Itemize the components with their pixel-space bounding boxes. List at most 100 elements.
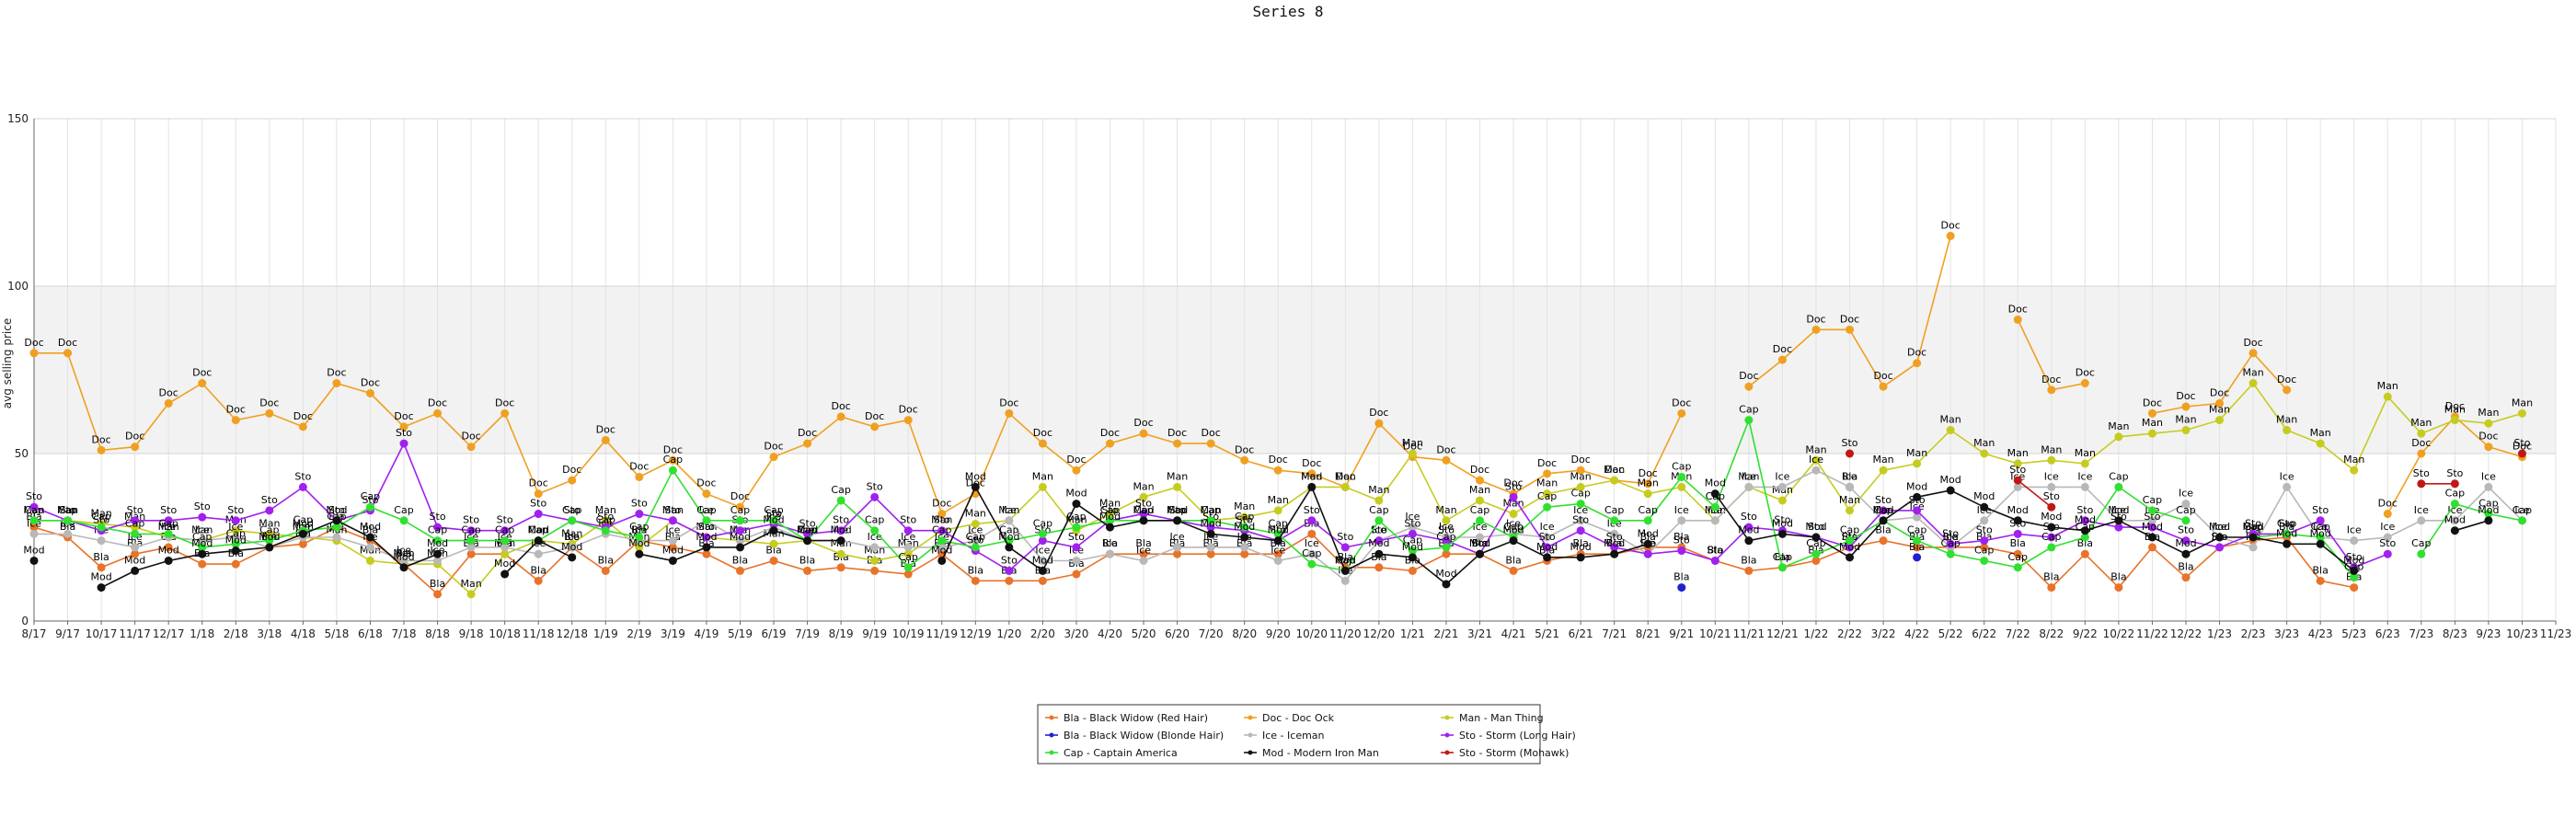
series-line xyxy=(2455,520,2490,532)
data-label: Sto xyxy=(1068,531,1085,543)
data-label: Doc xyxy=(2008,303,2028,315)
data-point xyxy=(534,549,543,558)
data-point xyxy=(63,529,73,538)
data-label: Cap xyxy=(2445,488,2465,500)
data-point xyxy=(870,566,880,575)
data-point xyxy=(1677,408,1686,418)
data-point xyxy=(466,543,476,552)
data-point xyxy=(1677,546,1686,556)
series-line xyxy=(1714,489,2355,572)
data-label: Doc xyxy=(327,367,346,379)
data-point xyxy=(1576,526,1585,535)
data-label: Man xyxy=(2242,367,2263,379)
data-point xyxy=(534,510,543,519)
data-point xyxy=(2517,449,2526,458)
data-point xyxy=(1811,556,1821,565)
data-point xyxy=(332,533,341,542)
data-point xyxy=(534,576,543,585)
data-label: Doc xyxy=(764,441,783,453)
x-tick-label: 3/22 xyxy=(1871,627,1896,640)
data-label: Mod xyxy=(225,535,247,546)
data-label: Mod xyxy=(662,544,684,556)
data-point xyxy=(1980,516,1989,525)
x-tick-label: 3/19 xyxy=(661,627,685,640)
data-point xyxy=(1105,439,1114,448)
data-label: Mod xyxy=(1604,537,1625,549)
data-label: Cap xyxy=(125,517,144,529)
legend-entry: Man - Man Thing xyxy=(1459,712,1544,724)
y-tick-label: 0 xyxy=(21,615,29,627)
data-point xyxy=(231,559,240,569)
x-tick-label: 2/20 xyxy=(1030,627,1055,640)
x-tick-label: 7/22 xyxy=(2006,627,2030,640)
data-point xyxy=(29,502,39,512)
data-label: Sto xyxy=(1673,535,1690,546)
data-label: Doc xyxy=(293,410,313,422)
data-label: Doc xyxy=(2041,374,2061,385)
data-label: Ice xyxy=(565,531,580,543)
data-label: Cap xyxy=(259,524,279,536)
data-label: Mod xyxy=(1772,517,1793,529)
data-point xyxy=(1307,516,1317,525)
x-tick-label: 6/20 xyxy=(1165,627,1190,640)
x-tick-label: 6/22 xyxy=(1972,627,1996,640)
data-point xyxy=(568,553,577,562)
data-point xyxy=(1777,496,1787,505)
data-point xyxy=(500,408,510,418)
data-point xyxy=(2248,379,2258,388)
data-point xyxy=(131,443,140,452)
x-tick-label: 12/21 xyxy=(1766,627,1799,640)
data-point xyxy=(1643,516,1652,525)
data-point xyxy=(2417,449,2426,458)
data-point xyxy=(836,526,845,535)
data-label: Sto xyxy=(2413,467,2430,479)
data-label: Sto xyxy=(2043,490,2060,502)
data-label: Bla xyxy=(1640,531,1656,543)
data-point xyxy=(1846,543,1855,552)
data-label: Man xyxy=(662,504,684,516)
data-label: Man xyxy=(1940,414,1961,426)
data-label: Sto xyxy=(765,507,782,519)
data-label: Sto xyxy=(2144,511,2160,523)
data-label: Man xyxy=(998,504,1019,516)
data-point xyxy=(2013,315,2022,324)
x-tick-label: 10/19 xyxy=(892,627,925,640)
data-point xyxy=(198,549,207,558)
data-label: Mod xyxy=(2478,504,2499,516)
data-point xyxy=(2517,516,2526,525)
data-point xyxy=(1173,516,1182,525)
data-label: Bla xyxy=(1775,551,1790,563)
x-tick-label: 10/18 xyxy=(489,627,521,640)
x-tick-label: 12/19 xyxy=(960,627,992,640)
data-label: Cap xyxy=(1570,488,1590,500)
data-point xyxy=(2114,432,2123,442)
data-label: Doc xyxy=(1336,470,1355,482)
data-point xyxy=(769,516,778,525)
data-point xyxy=(1744,536,1754,546)
data-label: Sto xyxy=(1471,537,1488,549)
data-point xyxy=(1913,506,1922,515)
data-label: Sto xyxy=(564,504,581,516)
series-8: Sto Sto Sto Sto Sto Sto xyxy=(1842,437,2531,512)
data-point xyxy=(1139,516,1148,525)
data-label: Doc xyxy=(663,443,683,455)
data-point xyxy=(568,476,577,485)
data-point xyxy=(2484,443,2493,452)
data-point xyxy=(1543,502,1552,512)
data-point xyxy=(971,519,980,528)
data-label: Bla xyxy=(1673,571,1689,583)
data-point xyxy=(1072,523,1081,532)
data-label: Man xyxy=(2142,417,2163,429)
data-label: Bla xyxy=(765,544,781,556)
data-label: Mod xyxy=(2276,527,2297,539)
data-label: Cap xyxy=(2478,498,2498,510)
data-label: Cap xyxy=(58,504,77,516)
data-point xyxy=(1677,482,1686,491)
data-label: Ice xyxy=(1136,544,1151,556)
x-tick-label: 8/19 xyxy=(829,627,854,640)
x-tick-label: 8/18 xyxy=(425,627,450,640)
data-point xyxy=(97,536,106,546)
data-point xyxy=(1811,455,1821,465)
data-point xyxy=(735,516,744,525)
data-point xyxy=(1509,536,1518,546)
